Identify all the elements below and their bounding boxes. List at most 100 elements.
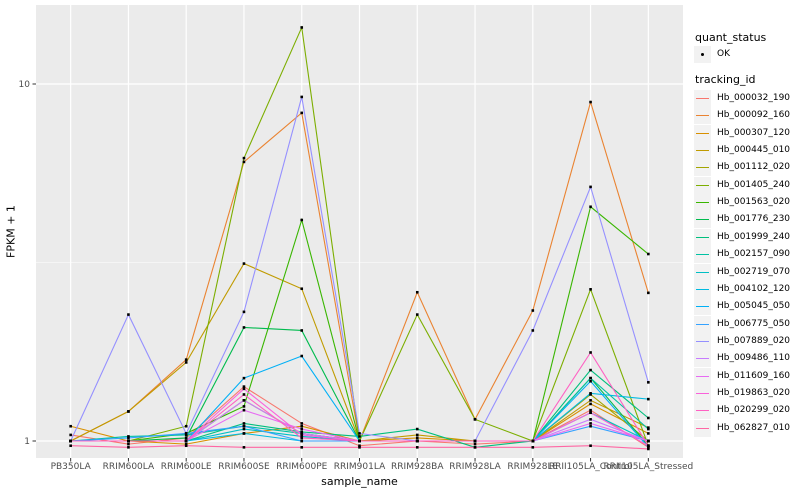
data-point [473, 442, 477, 446]
data-point [415, 313, 419, 316]
legend-line-icon [696, 202, 709, 204]
data-point [531, 446, 535, 449]
data-point [300, 95, 304, 99]
data-point [589, 376, 592, 380]
data-point [242, 393, 246, 396]
legend-key-Hb_007889_020 [694, 332, 711, 350]
legend-label-Hb_002157_090: Hb_002157_090 [717, 249, 791, 260]
legend-label-Hb_000307_120: Hb_000307_120 [717, 127, 791, 138]
data-point [415, 433, 419, 437]
data-point [589, 399, 592, 402]
data-point [415, 446, 419, 449]
legend-label-Hb_001776_230: Hb_001776_230 [717, 214, 791, 225]
data-point [589, 100, 592, 104]
data-point [589, 408, 592, 412]
legend-key-Hb_001112_020 [694, 159, 711, 177]
x-tick-label: RRIM600PE [276, 462, 328, 472]
data-point [242, 156, 246, 160]
data-point [589, 392, 592, 395]
legend-key-Hb_005045_050 [694, 298, 711, 316]
legend-line-icon [696, 392, 709, 394]
legend-label-Hb_020299_020: Hb_020299_020 [717, 405, 791, 416]
legend-key-Hb_006775_050 [694, 315, 711, 333]
legend-key-Hb_001405_240 [694, 176, 711, 194]
data-point [69, 424, 72, 428]
data-point [531, 329, 535, 332]
legend-line-icon [696, 340, 709, 342]
x-tick-label: RRII105LA_Control [549, 462, 632, 472]
data-point [242, 262, 246, 265]
data-point [184, 436, 188, 440]
x-tick-label: RRIM600LA [103, 462, 155, 472]
data-point [300, 432, 304, 435]
legend-title-quant-status: quant_status [695, 31, 767, 44]
data-point [184, 439, 188, 443]
data-point [531, 309, 535, 312]
legend-line-icon [696, 219, 709, 221]
ok-point-icon [701, 53, 704, 56]
data-point [242, 427, 246, 431]
legend-key-Hb_000032_190 [694, 90, 711, 107]
data-point [300, 329, 304, 332]
legend-line-icon [696, 358, 709, 360]
legend-line-icon [696, 98, 709, 99]
legend-key-Hb_009486_110 [694, 350, 711, 368]
legend-label-Hb_062827_010: Hb_062827_010 [717, 422, 791, 433]
data-point [647, 252, 650, 256]
data-point [300, 427, 304, 431]
legend-line-icon [696, 288, 709, 290]
data-point [127, 410, 130, 413]
legend-line-icon [696, 323, 709, 325]
legend-key-ok [694, 46, 711, 63]
data-point [358, 435, 361, 438]
y-tick-label: 1 [24, 437, 30, 447]
data-point [589, 402, 592, 406]
legend-key-Hb_000445_010 [694, 142, 711, 160]
data-point [69, 439, 72, 443]
data-point [242, 399, 246, 402]
data-point [473, 439, 477, 443]
legend-label-Hb_009486_110: Hb_009486_110 [717, 353, 791, 364]
data-point [242, 405, 246, 408]
legend-line-icon [696, 115, 709, 117]
legend-label-Hb_001112_020: Hb_001112_020 [717, 162, 791, 173]
data-point [184, 361, 188, 364]
data-point [415, 427, 419, 431]
data-point [300, 354, 304, 358]
legend-line-icon [696, 254, 709, 256]
data-point [184, 432, 188, 435]
y-tick-label: 10 [19, 80, 31, 90]
data-point [647, 447, 650, 451]
data-point [647, 446, 650, 449]
data-point [184, 433, 188, 437]
x-tick-label: RRIM928BA [391, 462, 444, 472]
legend-label-Hb_001563_020: Hb_001563_020 [717, 197, 791, 208]
legend-key-Hb_001999_240 [694, 228, 711, 246]
legend-line-icon [696, 271, 709, 273]
data-point [242, 424, 246, 428]
x-tick-label: RRIM901LA [334, 462, 386, 472]
legend-key-Hb_000092_160 [694, 107, 711, 125]
data-point [69, 444, 72, 448]
data-point [127, 446, 130, 449]
x-axis-title: sample_name [321, 475, 398, 488]
data-point [358, 444, 361, 448]
legend-key-Hb_002719_070 [694, 263, 711, 281]
data-point [647, 432, 650, 435]
data-point [647, 427, 650, 431]
data-point [300, 436, 304, 440]
legend-label-Hb_000445_010: Hb_000445_010 [717, 145, 791, 156]
data-point [127, 436, 130, 440]
series-points [69, 26, 650, 451]
legend-label-Hb_002719_070: Hb_002719_070 [717, 266, 791, 277]
data-point [300, 430, 304, 434]
legend-line-icon [696, 306, 709, 308]
legend-line-icon [696, 167, 709, 169]
data-point [589, 368, 592, 372]
data-point [358, 446, 361, 449]
data-point [127, 435, 130, 438]
data-point [127, 439, 130, 443]
data-point [589, 351, 592, 354]
legend-label-Hb_005045_050: Hb_005045_050 [717, 301, 791, 312]
